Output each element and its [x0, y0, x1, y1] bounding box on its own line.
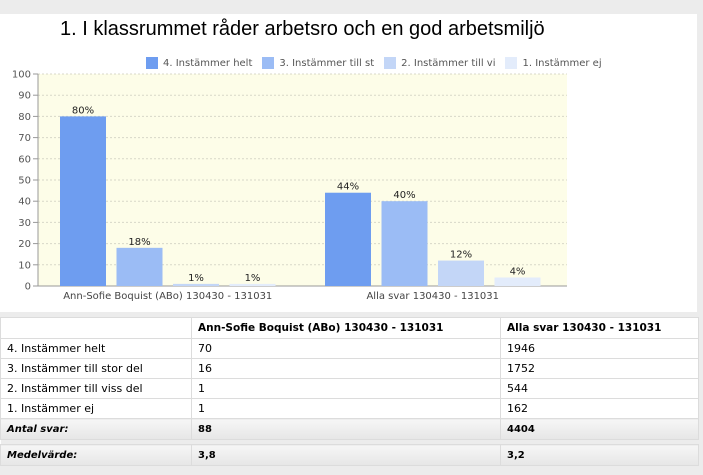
y-tick-label: 50	[18, 176, 31, 187]
y-tick-label: 0	[25, 282, 31, 293]
y-tick-label: 40	[18, 197, 31, 208]
bar	[325, 192, 371, 286]
bar-data-label: 18%	[128, 237, 150, 248]
legend-item: 2. Instämmer till vi	[384, 57, 495, 69]
legend-label: 4. Instämmer helt	[163, 57, 253, 69]
summary-row-count: Antal svar: 88 4404	[0, 418, 699, 440]
bar-data-label: 4%	[510, 267, 526, 278]
table-cell: 1	[191, 398, 501, 419]
summary-label: Antal svar:	[0, 418, 192, 440]
chart-title: 1. I klassrummet råder arbetsro och en g…	[60, 18, 545, 40]
y-tick-label: 20	[18, 239, 31, 250]
bar	[116, 247, 163, 286]
x-category-label: Ann-Sofie Boquist (ABo) 130430 - 131031	[63, 291, 272, 302]
table-cell: 3. Instämmer till stor del	[0, 358, 192, 379]
table-cell: 162	[500, 398, 699, 419]
legend-item: 3. Instämmer till st	[262, 57, 374, 69]
table-cell: 16	[191, 358, 501, 379]
table-cell: 4. Instämmer helt	[0, 338, 192, 359]
bar-data-label: 1%	[188, 273, 204, 284]
summary-label: Medelvärde:	[0, 444, 192, 466]
legend-swatch	[146, 57, 158, 69]
summary-cell: 3,2	[500, 444, 699, 466]
table-row: 4. Instämmer helt 70 1946	[0, 338, 699, 359]
summary-cell: 4404	[500, 418, 699, 440]
y-tick-label: 30	[18, 218, 31, 229]
bar-data-label: 12%	[450, 250, 472, 261]
bar	[60, 116, 106, 287]
table-cell: 1946	[500, 338, 699, 359]
y-tick-label: 100	[12, 70, 31, 81]
table-cell: 1. Instämmer ej	[0, 398, 192, 419]
legend-swatch	[262, 57, 275, 69]
bar-data-label: 1%	[245, 273, 261, 284]
bar-data-label: 44%	[337, 182, 359, 193]
bar	[381, 201, 428, 286]
bar	[438, 260, 484, 286]
y-tick-label: 60	[18, 154, 31, 165]
bar-data-label: 40%	[393, 190, 415, 201]
table-header-row: Ann-Sofie Boquist (ABo) 130430 - 131031 …	[0, 317, 699, 339]
legend-swatch	[384, 57, 397, 69]
summary-row-mean: Medelvärde: 3,8 3,2	[0, 444, 699, 466]
bar	[494, 277, 541, 286]
summary-cell: 88	[191, 418, 501, 440]
chart-panel: 0 10 20 30 40 50 60 70 80 90 100 80% 18% 1% 1% Ann-Sofi…	[0, 14, 697, 312]
table-cell: 544	[500, 378, 699, 399]
results-table: Ann-Sofie Boquist (ABo) 130430 - 131031 …	[0, 317, 699, 466]
legend-item: 4. Instämmer helt	[146, 57, 252, 69]
table-cell: 1	[191, 378, 501, 399]
y-tick-label: 80	[18, 112, 31, 123]
table-cell: 70	[191, 338, 501, 359]
bar-chart: 0 10 20 30 40 50 60 70 80 90 100 80% 18% 1% 1% Ann-Sofi…	[12, 70, 567, 302]
y-tick-label: 10	[18, 260, 31, 271]
summary-cell: 3,8	[191, 444, 501, 466]
table-row: 2. Instämmer till viss del 1 544	[0, 378, 699, 399]
bar	[229, 283, 276, 286]
bar-data-label: 80%	[72, 105, 94, 116]
table-cell: 2. Instämmer till viss del	[0, 378, 192, 399]
chart-legend: 4. Instämmer helt 3. Instämmer till st 2. …	[146, 56, 612, 70]
legend-item: 1. Instämmer ej	[505, 57, 602, 69]
table-header-cell: Ann-Sofie Boquist (ABo) 130430 - 131031	[191, 317, 501, 339]
table-header-cell: Alla svar 130430 - 131031	[500, 317, 699, 339]
table-row: 3. Instämmer till stor del 16 1752	[0, 358, 699, 379]
legend-label: 2. Instämmer till vi	[401, 57, 496, 69]
legend-label: 3. Instämmer till st	[279, 57, 375, 69]
bar	[173, 283, 219, 286]
legend-label: 1. Instämmer ej	[522, 57, 602, 69]
y-tick-label: 90	[18, 91, 31, 102]
table-header-cell	[0, 317, 192, 339]
y-tick-label: 70	[18, 133, 31, 144]
table-row: 1. Instämmer ej 1 162	[0, 398, 699, 419]
x-category-label: Alla svar 130430 - 131031	[366, 291, 499, 302]
table-cell: 1752	[500, 358, 699, 379]
legend-swatch	[505, 57, 518, 69]
